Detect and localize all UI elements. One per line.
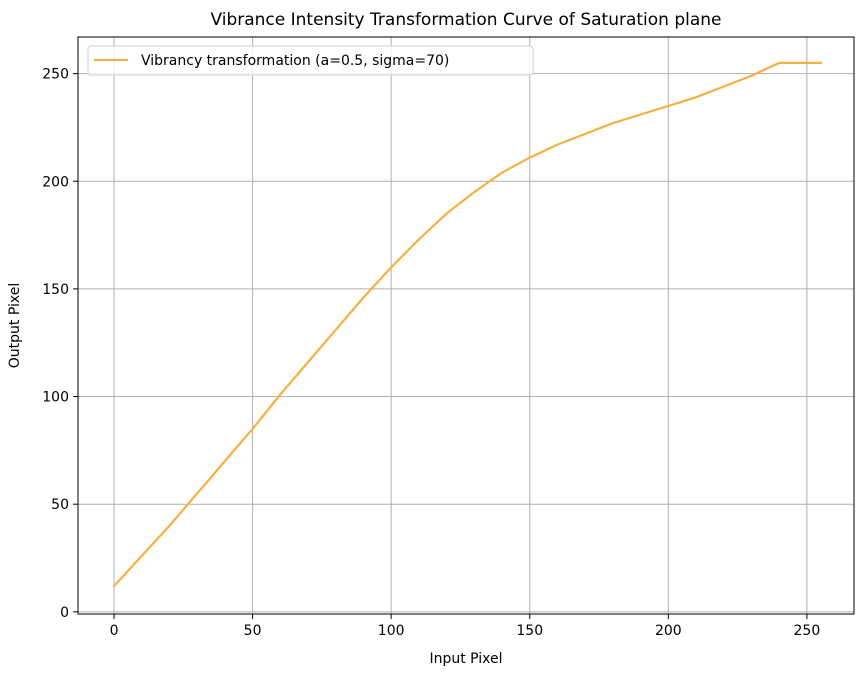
x-tick-label-5: 250: [794, 623, 821, 639]
x-tick-label-3: 150: [516, 623, 543, 639]
y-tick-label-1: 50: [51, 497, 69, 513]
x-axis-label: Input Pixel: [429, 651, 502, 667]
y-tick-label-5: 250: [42, 67, 69, 83]
grid: [78, 37, 854, 614]
y-axis: 0 50 100 150 200 250: [42, 67, 78, 621]
y-axis-label: Output Pixel: [7, 283, 23, 368]
series-line-0: [112, 61, 822, 588]
chart-title: Vibrance Intensity Transformation Curve …: [210, 10, 721, 30]
x-tick-label-4: 200: [655, 623, 682, 639]
y-tick-label-0: 0: [60, 605, 69, 621]
legend: Vibrancy transformation (a=0.5, sigma=70…: [87, 45, 534, 76]
x-tick-label-1: 50: [244, 623, 262, 639]
series-layer: [112, 61, 822, 588]
x-tick-label-0: 0: [110, 623, 119, 639]
x-axis: 0 50 100 150 200 250: [110, 614, 821, 639]
x-tick-label-2: 100: [378, 623, 405, 639]
y-tick-label-4: 200: [42, 174, 69, 190]
legend-box: [87, 45, 534, 76]
y-tick-label-2: 100: [42, 390, 69, 406]
y-tick-label-3: 150: [42, 282, 69, 298]
legend-entry-label: Vibrancy transformation (a=0.5, sigma=70…: [141, 53, 449, 69]
plot-frame: [77, 36, 855, 615]
